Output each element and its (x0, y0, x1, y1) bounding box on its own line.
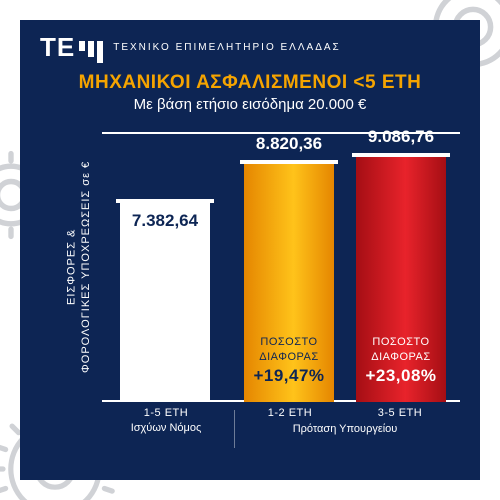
bar-chart: 7.382,648.820,36ΠΟΣΟΣΤΟΔΙΑΦΟΡΑΣ+19,47%9.… (102, 132, 460, 402)
frame: TE ΤΕΧΝΙΚΟ ΕΠΙΜΕΛΗΤΗΡΙΟ ΕΛΛΑΔΑΣ ΜΗΧΑΝΙΚΟ… (0, 0, 500, 500)
x-label: 1-2 ΕΤΗ (240, 406, 340, 421)
bar-cap (116, 199, 214, 203)
bar-cap (352, 153, 450, 157)
title-line1: ΜΗΧΑΝΙΚΟΙ ΑΣΦΑΛΙΣΜΕΝΟΙ <5 ΕΤΗ (20, 72, 480, 94)
yaxis-line1: ΕΙΣΦΟΡΕΣ & (66, 229, 78, 305)
bar-pct: ΠΟΣΟΣΤΟΔΙΑΦΟΡΑΣ+19,47% (244, 335, 334, 388)
yaxis-line2: ΦΟΡΟΛΟΓΙΚΕΣ ΥΠΟΧΡΕΩΣΕΙΣ (80, 190, 92, 373)
title-line2: Με βάση ετήσιο εισόδημα 20.000 € (20, 96, 480, 113)
bar-pct: ΠΟΣΟΣΤΟΔΙΑΦΟΡΑΣ+23,08% (356, 335, 446, 388)
logo-bars-icon (79, 41, 103, 63)
x-label-shared: Πρόταση Υπουργείου (240, 422, 450, 437)
bar-value: 8.820,36 (244, 134, 334, 154)
bar-value: 9.086,76 (356, 127, 446, 147)
logo-subtitle: ΤΕΧΝΙΚΟ ΕΠΙΜΕΛΗΤΗΡΙΟ ΕΛΛΑΔΑΣ (113, 42, 341, 53)
title-block: ΜΗΧΑΝΙΚΟΙ ΑΣΦΑΛΙΣΜΕΝΟΙ <5 ΕΤΗ Με βάση ετ… (20, 72, 480, 113)
bar-value: 7.382,64 (120, 211, 210, 231)
y-axis-label: ΕΙΣΦΟΡΕΣ & ΦΟΡΟΛΟΓΙΚΕΣ ΥΠΟΧΡΕΩΣΕΙΣ σε € (64, 132, 94, 402)
logo: TE ΤΕΧΝΙΚΟ ΕΠΙΜΕΛΗΤΗΡΙΟ ΕΛΛΑΔΑΣ (40, 32, 341, 63)
logo-text: TE (40, 32, 75, 63)
x-label: 1-5 ΕΤΗΙσχύων Νόμος (102, 406, 230, 436)
bar: 8.820,36ΠΟΣΟΣΤΟΔΙΑΦΟΡΑΣ+19,47% (244, 164, 334, 402)
yaxis-line3: σε € (80, 161, 92, 186)
x-axis-labels: 1-5 ΕΤΗΙσχύων Νόμος 1-2 ΕΤΗ 3-5 ΕΤΗΠρόταση… (102, 406, 460, 452)
bar-cap (240, 160, 338, 164)
x-divider (234, 410, 235, 448)
main-panel: TE ΤΕΧΝΙΚΟ ΕΠΙΜΕΛΗΤΗΡΙΟ ΕΛΛΑΔΑΣ ΜΗΧΑΝΙΚΟ… (20, 20, 480, 480)
bar: 9.086,76ΠΟΣΟΣΤΟΔΙΑΦΟΡΑΣ+23,08% (356, 157, 446, 402)
x-label: 3-5 ΕΤΗ (350, 406, 450, 421)
bar: 7.382,64 (120, 203, 210, 402)
logo-mark: TE (40, 32, 103, 63)
